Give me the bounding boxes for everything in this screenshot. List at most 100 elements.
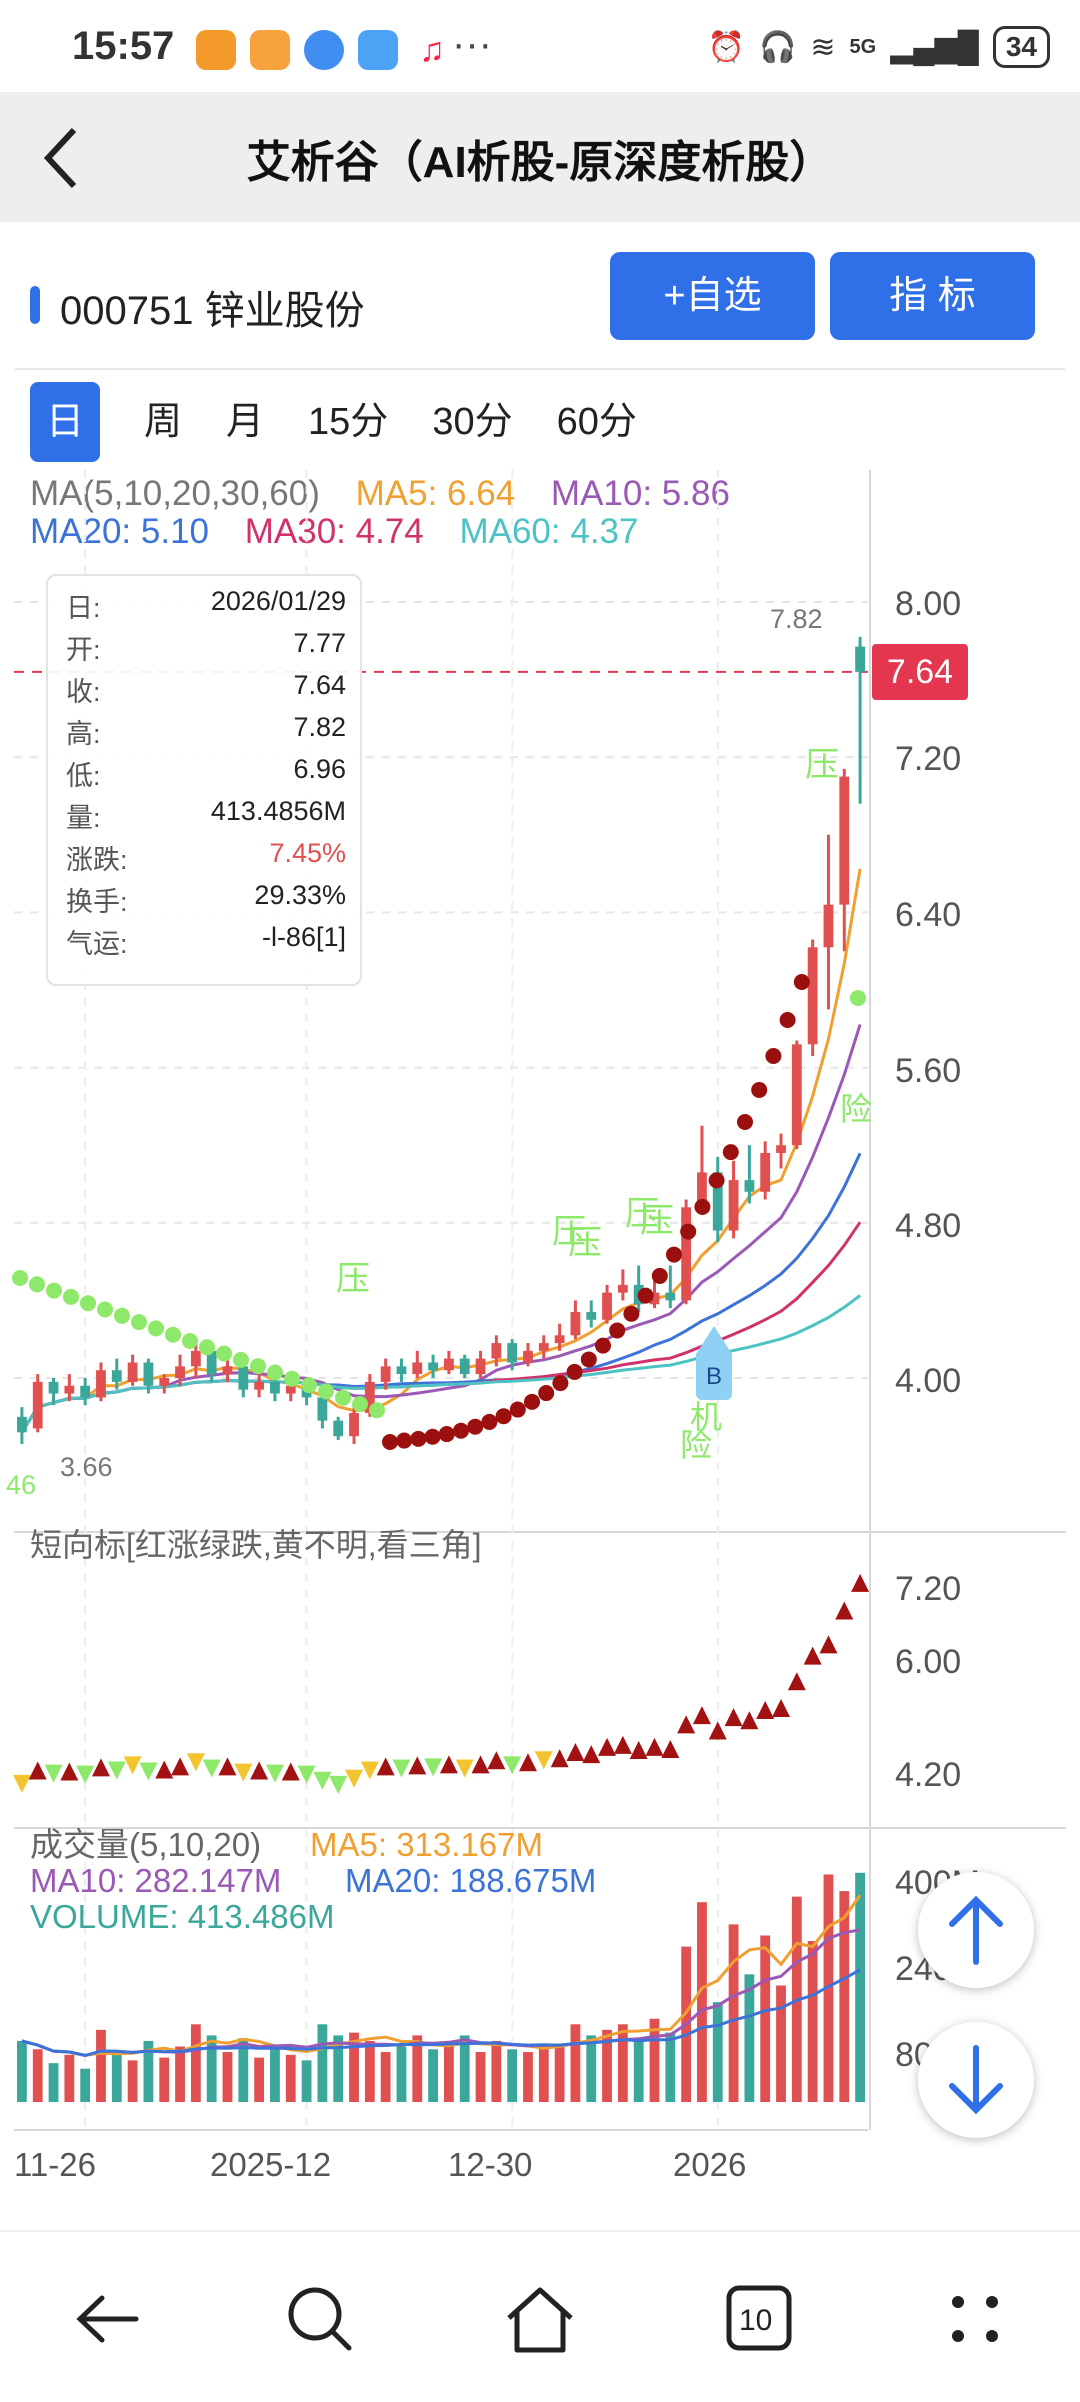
tab-60min[interactable]: 60分 xyxy=(556,401,637,443)
chevron-left-icon xyxy=(43,127,77,189)
red-signal-dot xyxy=(410,1430,427,1447)
tab-month[interactable]: 月 xyxy=(226,401,265,443)
volume-bar xyxy=(32,2049,43,2102)
short-triangle xyxy=(439,1755,458,1774)
headset-icon: 🎧 xyxy=(759,30,797,64)
stock-chart[interactable]: 8.00 7.20 6.40 5.60 4.80 4.00 7.82 3.66 … xyxy=(0,470,1080,2190)
indicator-button[interactable]: 指 标 xyxy=(830,252,1035,340)
nav-search-button[interactable] xyxy=(275,2274,365,2364)
short-triangle xyxy=(471,1755,490,1774)
volume-bar xyxy=(317,2024,328,2102)
candle-body xyxy=(285,1385,296,1394)
short-triangle xyxy=(550,1749,569,1768)
stock-code-name: 000751 锌业股份 xyxy=(60,289,365,333)
candle-body xyxy=(855,646,865,672)
candle-body xyxy=(238,1366,249,1390)
signal-dots xyxy=(12,974,866,1450)
red-signal-dot xyxy=(694,1198,711,1215)
green-signal-dot xyxy=(182,1333,198,1349)
green-signal-dot xyxy=(216,1345,232,1362)
volume-bar xyxy=(760,1935,771,2102)
red-signal-dot xyxy=(580,1351,597,1368)
ma-legend-row1: MA(5,10,20,30,60) MA5: 6.64 MA10: 5.86 xyxy=(30,474,756,514)
vol-ma20: MA20: 188.675M xyxy=(345,1862,596,1899)
short-title: 短向标[红涨绿跌,黄不明,看三角] xyxy=(30,1527,482,1563)
marker-ji: 机 xyxy=(690,1399,722,1435)
short-triangle xyxy=(60,1762,79,1781)
chart-labels: 8.00 7.20 6.40 5.60 4.80 4.00 7.82 3.66 … xyxy=(6,585,980,2183)
red-signal-dot xyxy=(495,1408,512,1425)
tab-week[interactable]: 周 xyxy=(144,401,183,443)
green-signal-dot xyxy=(12,1270,28,1286)
scroll-down-button[interactable] xyxy=(918,2022,1034,2138)
short-triangle xyxy=(692,1706,711,1725)
search-icon xyxy=(288,2287,352,2351)
vol-ma5: MA5: 313.167M xyxy=(310,1826,543,1863)
ma30-value: MA30: 4.74 xyxy=(244,512,424,551)
volume-bar xyxy=(206,2035,217,2102)
red-signal-dot xyxy=(524,1393,540,1410)
red-signal-dot xyxy=(609,1322,626,1339)
short-triangle xyxy=(297,1765,316,1784)
green-signal-dot xyxy=(199,1339,215,1356)
candle-body xyxy=(586,1312,597,1320)
marker-ya: 压 xyxy=(336,1260,370,1298)
short-triangle xyxy=(376,1757,395,1776)
green-signal-dot xyxy=(131,1314,147,1331)
short-triangle xyxy=(772,1698,791,1717)
red-signal-dot xyxy=(595,1337,611,1354)
nav-back-button[interactable] xyxy=(64,2274,154,2364)
short-triangle xyxy=(186,1753,205,1772)
more-notifications-icon: ··· xyxy=(452,22,492,66)
candle-body xyxy=(649,1292,660,1305)
volume-bar xyxy=(554,2043,565,2102)
candle-body xyxy=(475,1358,486,1375)
tab-30min[interactable]: 30分 xyxy=(432,401,513,443)
volume-bar xyxy=(839,1891,850,2102)
red-signal-dot xyxy=(382,1434,398,1450)
volume-bar xyxy=(649,2018,660,2102)
ma-legend-row2: MA20: 5.10 MA30: 4.74 MA60: 4.37 xyxy=(30,512,664,552)
nav-tabs-button[interactable]: 10 xyxy=(715,2274,805,2364)
add-watchlist-button[interactable]: +自选 xyxy=(610,252,815,340)
volume-bar xyxy=(523,2052,533,2102)
divider xyxy=(15,368,1065,370)
period-tabs: 日 周 月 15分 30分 60分 xyxy=(30,382,681,462)
nav-menu-button[interactable] xyxy=(930,2274,1020,2364)
b-marker-label: B xyxy=(706,1363,722,1390)
candle-body xyxy=(617,1284,628,1293)
y-tick: 4.00 xyxy=(895,1362,961,1400)
info-row-change: 涨跌: 7.45% xyxy=(66,838,346,875)
nav-home-button[interactable] xyxy=(495,2274,585,2364)
short-triangle xyxy=(629,1741,648,1759)
red-signal-dot xyxy=(538,1385,555,1402)
volume-bar xyxy=(238,2038,249,2102)
candle-body xyxy=(254,1381,265,1390)
tab-15min[interactable]: 15分 xyxy=(308,401,389,443)
volume-bar xyxy=(349,2032,359,2102)
x-tick: 12-30 xyxy=(448,2146,532,2183)
short-triangle xyxy=(139,1762,158,1781)
info-row-fortune: 气运: -l-86[1] xyxy=(66,922,346,959)
volume-bar xyxy=(459,2035,470,2102)
short-triangle xyxy=(803,1646,822,1665)
green-signal-dot xyxy=(63,1288,79,1305)
status-time: 15:57 xyxy=(72,24,175,68)
y-tick: 6.40 xyxy=(895,896,961,934)
short-triangle xyxy=(265,1764,284,1783)
volume-bar xyxy=(776,1985,786,2102)
svg-text:10: 10 xyxy=(739,2304,772,2337)
candle-body xyxy=(333,1420,344,1437)
candle-body xyxy=(728,1180,739,1231)
ma5-value: MA5: 6.64 xyxy=(355,474,516,513)
tab-day[interactable]: 日 xyxy=(30,382,100,462)
volume-bar xyxy=(728,1924,739,2102)
short-triangle xyxy=(218,1757,237,1776)
scroll-up-button[interactable] xyxy=(918,1872,1034,1988)
back-button[interactable] xyxy=(34,118,104,198)
green-signal-dot xyxy=(29,1276,45,1293)
high-label: 7.82 xyxy=(770,604,823,634)
green-signal-dot xyxy=(335,1389,351,1406)
info-row-turnover: 换手: 29.33% xyxy=(66,880,346,917)
green-signal-dot xyxy=(267,1364,283,1381)
